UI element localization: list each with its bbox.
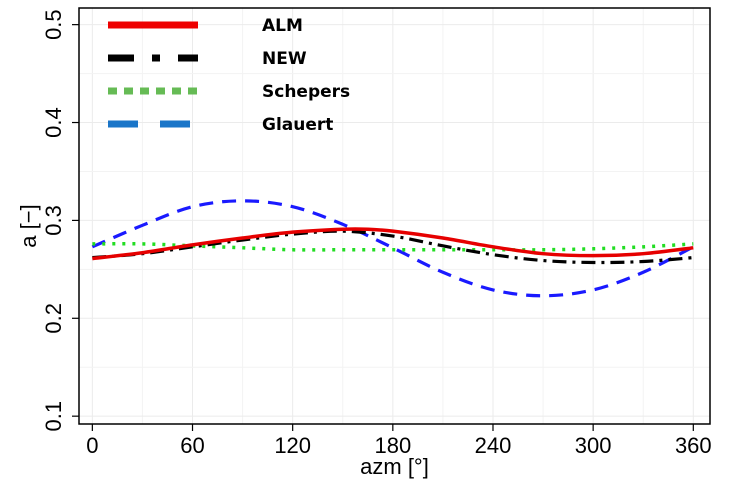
x-tick-label: 0 [86, 433, 98, 458]
y-tick-label: 0.2 [41, 303, 66, 334]
x-tick-label: 360 [675, 433, 712, 458]
y-tick-label: 0.5 [41, 9, 66, 40]
grid [79, 8, 710, 424]
series-line-alm [92, 227, 694, 261]
plot-area [79, 8, 710, 424]
x-tick-label: 120 [274, 433, 311, 458]
legend-label-alm: ALM [262, 16, 303, 36]
y-axis-ticks: 0.1 0.2 0.3 0.4 0.5 [41, 9, 79, 431]
legend-label-glauert: Glauert [262, 115, 333, 135]
x-tick-label: 180 [374, 433, 411, 458]
legend-label-schepers: Schepers [262, 82, 350, 102]
x-axis-label: azm [°] [360, 454, 429, 479]
legend: ALM NEW Schepers Glauert [108, 16, 350, 135]
series-layer [91, 199, 695, 298]
x-axis-ticks: 0 60 120 180 240 300 360 [86, 424, 712, 458]
legend-label-new: NEW [262, 49, 307, 69]
y-tick-label: 0.1 [41, 401, 66, 432]
y-tick-label: 0.4 [41, 107, 66, 138]
y-tick-label: 0.3 [41, 205, 66, 236]
series-line-new [92, 229, 694, 265]
x-tick-label: 300 [575, 433, 612, 458]
plot-border [78, 7, 711, 425]
x-tick-label: 60 [180, 433, 204, 458]
y-axis-label: a [−] [16, 204, 41, 247]
x-tick-label: 240 [475, 433, 512, 458]
